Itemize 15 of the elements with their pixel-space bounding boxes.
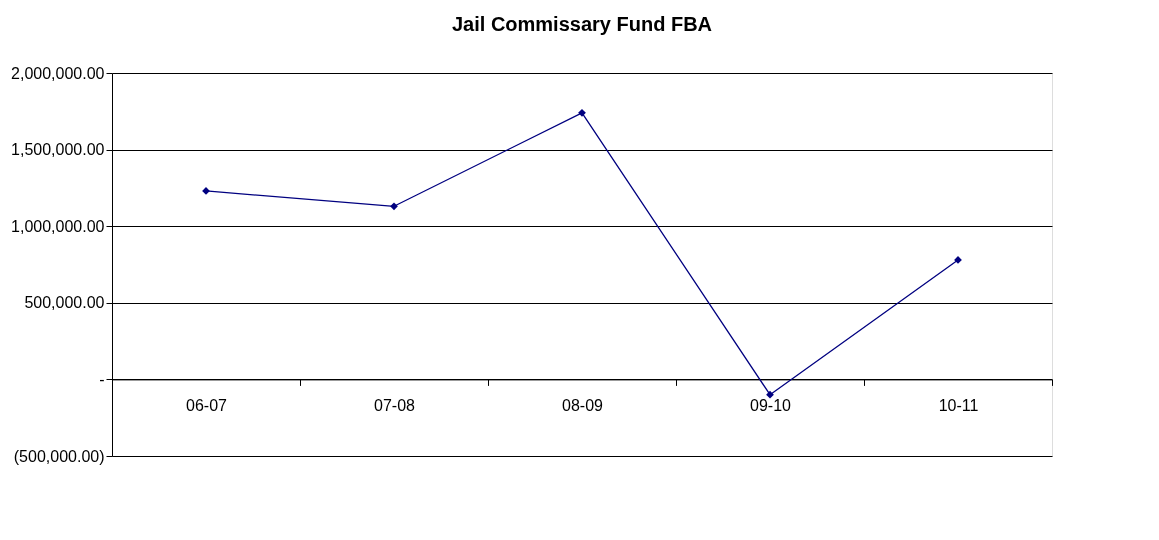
point (578, 108, 586, 117)
y-tick-label: 1,000,000.00 (11, 217, 105, 235)
y-tick-label: 1,500,000.00 (11, 141, 105, 159)
x-tick-label: 08-09 (562, 396, 604, 414)
chart-title: Jail Commissary Fund FBA (451, 13, 713, 35)
point (390, 202, 398, 211)
y-tick-label: 500,000.00 (24, 294, 105, 312)
x-tick-label: 09-10 (750, 396, 792, 414)
y-tick-label: (500,000.00) (13, 447, 105, 465)
y-tick-label: - (99, 370, 105, 388)
x-tick-label: 10-11 (938, 396, 979, 414)
y-tick-label: 2,000,000.00 (11, 64, 105, 82)
point (766, 390, 774, 399)
x-tick-label: 07-08 (374, 396, 416, 414)
x-tick-label: 06-07 (186, 396, 228, 414)
